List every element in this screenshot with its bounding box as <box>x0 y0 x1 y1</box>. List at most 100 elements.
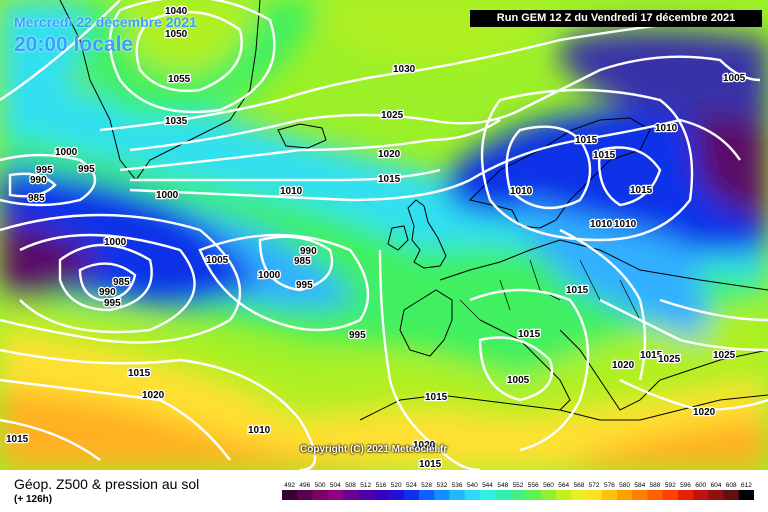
scale-label: 532 <box>436 482 447 489</box>
scale-label: 528 <box>421 482 432 489</box>
isobar-label: 1010 <box>590 219 613 230</box>
scale-swatch <box>327 490 344 500</box>
copyright-notice: Copyright (C) 2021 Meteociel.fr <box>300 444 448 455</box>
isobar-label: 995 <box>349 330 366 341</box>
scale-label: 516 <box>376 482 387 489</box>
scale-label: 552 <box>513 482 524 489</box>
isobar-label: 990 <box>99 287 116 298</box>
isobar-label: 1025 <box>658 354 681 365</box>
scale-label: 576 <box>604 482 615 489</box>
map-canvas: 1040 1050 1055 1035 1030 1025 1020 1015 … <box>0 0 768 470</box>
isobar-label: 1000 <box>258 270 281 281</box>
scale-swatch <box>358 490 374 500</box>
scale-swatch <box>571 490 587 500</box>
scale-swatch <box>373 490 390 500</box>
scale-label: 504 <box>330 482 341 489</box>
scale-label: 548 <box>497 482 508 489</box>
forecast-lead-time: (+ 126h) <box>14 494 53 505</box>
scale-swatch <box>495 490 511 500</box>
isobar-label: 1020 <box>142 390 165 401</box>
forecast-time: 20:00 locale <box>14 33 134 56</box>
scale-label: 596 <box>680 482 691 489</box>
isobar-label: 1015 <box>593 150 616 161</box>
scale-swatch <box>449 490 466 500</box>
isobar-label: 1015 <box>518 329 541 340</box>
scale-label: 560 <box>543 482 554 489</box>
scale-label: 544 <box>482 482 493 489</box>
scale-swatch <box>556 490 572 500</box>
isobar-label: 1025 <box>381 110 404 121</box>
forecast-date: Mercredi 22 décembre 2021 <box>14 14 197 30</box>
isobar-label: 1030 <box>393 64 416 75</box>
model-run-info: Run GEM 12 Z du Vendredi 17 décembre 202… <box>470 10 762 27</box>
scale-swatch <box>434 490 450 500</box>
scale-swatch <box>419 490 435 500</box>
scale-swatch <box>647 490 664 500</box>
scale-label: 508 <box>345 482 356 489</box>
scale-swatch <box>479 490 496 500</box>
scale-label: 568 <box>573 482 584 489</box>
scale-label: 604 <box>710 482 721 489</box>
scale-label: 492 <box>284 482 295 489</box>
isobar-label: 990 <box>30 175 47 186</box>
geopotential-field <box>0 0 768 470</box>
isobar-label: 1010 <box>510 186 533 197</box>
scale-label: 608 <box>726 482 737 489</box>
isobar-label: 1020 <box>693 407 716 418</box>
isobar-label: 1015 <box>419 459 442 470</box>
isobar-label: 985 <box>294 256 311 267</box>
isobar-label: 1020 <box>378 149 401 160</box>
isobar-label: 1050 <box>165 29 188 40</box>
scale-label: 564 <box>558 482 569 489</box>
scale-swatch <box>510 490 527 500</box>
scale-swatch <box>586 490 603 500</box>
scale-swatch <box>403 490 420 500</box>
scale-label: 592 <box>665 482 676 489</box>
isobar-label: 1035 <box>165 116 188 127</box>
scale-swatch <box>693 490 709 500</box>
scale-label: 524 <box>406 482 417 489</box>
isobar-label: 1010 <box>280 186 303 197</box>
color-scale: 492 496 500 504 508 512 516 520 524 528 532 536 540 5… <box>282 482 754 500</box>
isobar-label: 1015 <box>128 368 151 379</box>
isobar-label: 1020 <box>413 440 436 451</box>
scale-label: 612 <box>741 482 752 489</box>
scale-swatch <box>464 490 481 500</box>
scale-label: 584 <box>634 482 645 489</box>
isobar-label: 995 <box>78 164 95 175</box>
isobar-label: 1040 <box>165 6 188 17</box>
isobar-label: 1005 <box>723 73 746 84</box>
scale-swatch <box>342 490 359 500</box>
isobar-label: 1005 <box>507 375 530 386</box>
isobar-label: 1000 <box>55 147 78 158</box>
scale-label: 512 <box>360 482 371 489</box>
scale-label: 588 <box>650 482 661 489</box>
scale-swatch <box>525 490 542 500</box>
isobar-label: 1015 <box>425 392 448 403</box>
isobar-label: 995 <box>36 165 53 176</box>
scale-swatch <box>540 490 557 500</box>
isobar-label: 1015 <box>566 285 589 296</box>
scale-label: 496 <box>299 482 310 489</box>
scale-swatch <box>312 490 329 500</box>
scale-swatch <box>677 490 694 500</box>
coastlines <box>59 0 768 421</box>
isobar-label: 1055 <box>168 74 191 85</box>
scale-label: 600 <box>695 482 706 489</box>
scale-swatch <box>282 490 298 500</box>
scale-swatch <box>388 490 405 500</box>
scale-label: 536 <box>452 482 463 489</box>
product-title: Géop. Z500 & pression au sol <box>14 476 200 492</box>
isobar-label: 1025 <box>713 350 736 361</box>
isobar-label: 1005 <box>206 255 229 266</box>
scale-swatch <box>708 490 724 500</box>
isobar-label: 1010 <box>248 425 271 436</box>
isobar-label: 1020 <box>612 360 635 371</box>
forecast-map: 1040 1050 1055 1035 1030 1025 1020 1015 … <box>0 0 768 470</box>
scale-swatch <box>723 490 740 500</box>
scale-swatch <box>617 490 633 500</box>
isobar-label: 990 <box>300 246 317 257</box>
isobar-label: 1000 <box>156 190 179 201</box>
scale-label: 572 <box>589 482 600 489</box>
isobars <box>0 0 768 470</box>
